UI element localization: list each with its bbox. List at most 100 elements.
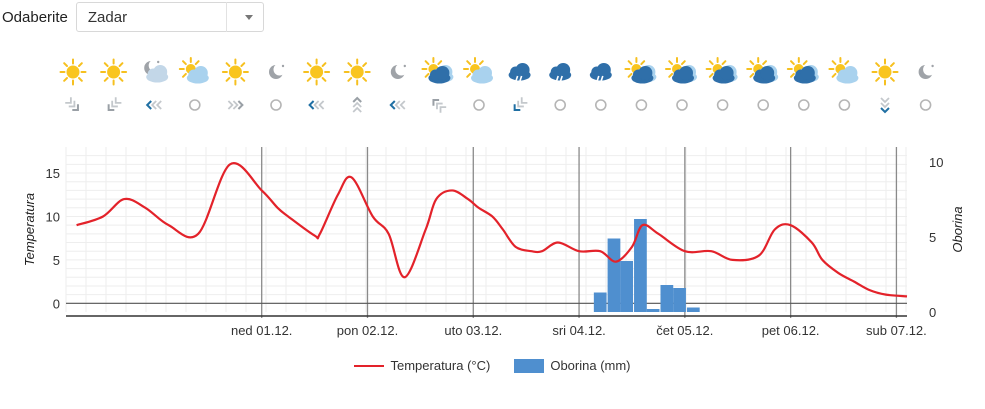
y-left-tick-label: 0: [53, 296, 60, 311]
precipitation-bar: [634, 219, 647, 312]
wind-arrow-icon: [107, 97, 122, 111]
sun-ray: [347, 62, 353, 67]
sun-ray: [347, 77, 353, 82]
location-select-value: Zadar: [87, 8, 128, 26]
location-select[interactable]: Zadar: [75, 2, 264, 32]
calm-wind-icon: [919, 99, 932, 111]
x-tick-label: sub 07.12.: [866, 323, 927, 338]
chart-legend: Temperatura (°C) Oborina (mm): [0, 358, 985, 373]
sun-ray: [478, 60, 484, 66]
calm-wind-icon: [838, 99, 851, 111]
calm-ring: [757, 99, 770, 111]
sun-cloud-dark-icon: [421, 57, 454, 84]
location-picker: Odaberite Zadar: [0, 0, 264, 34]
legend-item-temperature[interactable]: Temperatura (°C): [354, 358, 490, 373]
arrow-chevron: [520, 97, 528, 104]
sun-icon: [100, 58, 128, 86]
chevron-down-icon[interactable]: [244, 14, 253, 20]
sun-icon: [303, 58, 331, 86]
calm-ring: [716, 99, 729, 111]
legend-label-precipitation: Oborina (mm): [550, 358, 631, 373]
cloud-puff: [719, 66, 734, 80]
arrow-chevron: [227, 100, 234, 110]
wind-arrow-body: [308, 100, 325, 110]
temperature-line: [76, 162, 908, 298]
sun-disc: [310, 65, 324, 79]
calm-ring: [919, 99, 932, 111]
sun-ray: [668, 72, 674, 78]
sun-ray: [103, 62, 109, 67]
sun-disc: [350, 65, 364, 79]
arrow-chevron: [145, 100, 152, 110]
calm-wind-icon: [554, 99, 567, 111]
rain-drop: [600, 75, 604, 83]
sun-icon: [221, 58, 249, 86]
star: [931, 64, 934, 68]
sun-ray: [63, 62, 68, 67]
precipitation-bar: [620, 261, 634, 312]
y-right-tick-label: 0: [929, 305, 936, 320]
cloud-puff: [556, 63, 571, 77]
wind-arrow-body: [107, 97, 122, 111]
calm-wind-icon: [676, 99, 688, 111]
location-label: Odaberite: [2, 8, 68, 26]
legend-swatch-temperature: [354, 364, 385, 367]
sun-ray: [437, 60, 443, 66]
y-left-tick-label: 15: [46, 166, 60, 181]
calm-ring: [473, 99, 485, 111]
wind-arrow-body: [432, 99, 447, 113]
sun-ray: [890, 62, 895, 67]
arrow-chevron: [72, 104, 79, 111]
sun-ray: [118, 62, 124, 67]
y-left-axis-label: Temperatura: [22, 193, 37, 266]
arrow-chevron: [880, 97, 890, 104]
star: [403, 64, 406, 68]
wind-arrow-body: [513, 97, 528, 111]
sun-ray: [362, 62, 368, 67]
sun-icon: [59, 58, 87, 86]
x-tick-label: pet 06.12.: [762, 323, 820, 338]
calm-wind-icon: [716, 99, 729, 111]
cloud-puff: [800, 66, 815, 80]
legend-item-precipitation[interactable]: Oborina (mm): [514, 358, 631, 373]
sun-disc: [66, 65, 80, 79]
sun-disc: [228, 65, 242, 79]
calm-ring: [635, 99, 648, 111]
arrow-chevron: [439, 106, 447, 113]
sun-ray: [627, 60, 633, 66]
wind-arrow-icon: [65, 97, 79, 111]
rain-drop: [559, 75, 563, 83]
wind-arrow-icon: [227, 100, 244, 110]
sun-ray: [78, 77, 83, 82]
chart-grid: [65, 147, 907, 312]
arrow-chevron: [517, 100, 524, 108]
sun-ray: [225, 77, 231, 82]
moon-icon: [918, 63, 936, 79]
cloud-puff: [435, 66, 450, 80]
cloud-puff: [515, 63, 530, 77]
sun-ray: [831, 60, 837, 66]
calm-wind-icon: [189, 99, 201, 111]
precipitation-bar: [607, 238, 621, 312]
sun-ray: [424, 60, 430, 66]
cloud-puff: [760, 66, 775, 80]
cloud-puff: [193, 66, 208, 80]
sun-cloud-icon: [463, 57, 493, 84]
sun-ray: [627, 72, 633, 78]
arrow-chevron: [114, 97, 122, 104]
sun-ray: [668, 60, 674, 66]
y-left-tick-label: 10: [46, 209, 60, 224]
sun-cloud-icon: [828, 57, 859, 84]
sun-ray: [749, 60, 755, 66]
wind-arrow-icon: [145, 100, 162, 110]
y-right-tick-label: 5: [929, 230, 936, 245]
calm-ring: [554, 99, 567, 111]
calm-ring: [189, 99, 201, 111]
arrow-chevron: [237, 100, 244, 110]
y-left-tick-label: 5: [53, 253, 60, 268]
precipitation-bar: [593, 292, 607, 312]
sun-ray: [831, 72, 837, 78]
x-tick-label: sri 04.12.: [552, 323, 605, 338]
arrow-chevron: [308, 100, 315, 110]
sun-ray: [875, 77, 880, 82]
